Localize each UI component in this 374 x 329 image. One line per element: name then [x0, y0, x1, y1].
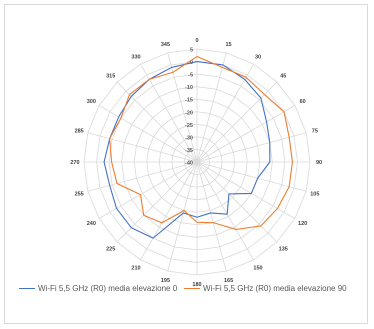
grid-spoke	[196, 161, 254, 261]
series-line-2	[109, 55, 293, 230]
legend-item-series-1: Wi-Fi 5,5 GHz (R0) media elevazione 0	[19, 284, 177, 293]
angle-tick-label: 90	[316, 160, 322, 166]
grid-spoke	[196, 161, 307, 192]
angle-tick-label: 180	[192, 282, 201, 288]
angle-tick-label: 150	[253, 266, 262, 272]
grid-spoke	[167, 52, 198, 163]
radial-tick-label: -15	[185, 98, 193, 104]
angle-tick-label: 60	[300, 99, 306, 105]
angle-tick-label: 165	[224, 278, 233, 284]
angle-tick-label: 285	[75, 128, 84, 134]
angle-tick-label: 75	[312, 128, 318, 134]
radial-tick-label: -40	[185, 161, 193, 167]
grid-spoke	[167, 161, 198, 272]
grid-spoke	[116, 161, 198, 243]
grid-spoke	[87, 132, 198, 163]
grid-spoke	[196, 161, 278, 243]
angle-tick-label: 345	[161, 42, 170, 48]
grid-spoke	[87, 161, 198, 192]
grid-spoke	[98, 105, 198, 163]
angle-tick-label: 315	[106, 74, 115, 80]
angle-tick-label: 0	[195, 38, 198, 44]
radial-tick-label: -20	[185, 110, 193, 116]
grid-spoke	[196, 161, 227, 272]
angle-tick-label: 330	[131, 54, 140, 60]
angle-tick-label: 225	[106, 246, 115, 252]
angle-tick-label: 105	[310, 192, 319, 198]
angle-tick-label: 30	[255, 54, 261, 60]
grid-spoke	[196, 63, 254, 163]
grid-spoke	[140, 161, 198, 261]
angle-tick-label: 135	[279, 246, 288, 252]
radial-tick-label: -30	[185, 135, 193, 141]
angle-tick-label: 255	[75, 192, 84, 198]
legend-swatch-series-2	[184, 288, 200, 289]
radial-tick-label: 5	[190, 48, 193, 54]
angle-tick-label: 240	[87, 221, 96, 227]
legend-label-series-2: Wi-Fi 5,5 GHz (R0) media elevazione 90	[203, 284, 347, 293]
radial-tick-label: -5	[188, 73, 193, 79]
grid-spoke	[116, 81, 198, 163]
angle-tick-label: 300	[87, 99, 96, 105]
grid-spoke	[196, 105, 296, 163]
legend-swatch-series-1	[19, 288, 35, 289]
grid-spoke	[140, 63, 198, 163]
legend-label-series-1: Wi-Fi 5,5 GHz (R0) media elevazione 0	[38, 284, 178, 293]
angle-tick-label: 270	[70, 160, 79, 166]
radial-tick-label: -35	[185, 148, 193, 154]
angle-tick-label: 15	[226, 42, 232, 48]
radial-tick-label: -25	[185, 123, 193, 129]
angle-tick-labels: 0 15 30 45 60 75 90 105 120 135 150 165 180 195 210 225…	[70, 38, 322, 288]
grid-spoke	[196, 52, 227, 163]
angle-tick-label: 45	[280, 74, 286, 80]
series-line-1	[103, 61, 271, 239]
grid-spoke	[196, 161, 296, 219]
angle-tick-label: 120	[298, 221, 307, 227]
radial-tick-labels: 50-5-10-15-20-25-30-35-40	[185, 48, 193, 167]
angle-tick-label: 210	[131, 266, 140, 272]
chart-area	[4, 4, 368, 324]
legend: Wi-Fi 5,5 GHz (R0) media elevazione 0 Wi…	[0, 284, 374, 300]
angle-tick-label: 195	[161, 278, 170, 284]
grid-spoke	[98, 161, 198, 219]
grid-spoke	[196, 81, 278, 163]
series-lines	[103, 55, 293, 239]
grid-spoke	[196, 132, 307, 163]
radar-spokes	[84, 49, 310, 275]
legend-item-series-2: Wi-Fi 5,5 GHz (R0) media elevazione 90	[184, 284, 347, 293]
radial-tick-label: -10	[185, 85, 193, 91]
